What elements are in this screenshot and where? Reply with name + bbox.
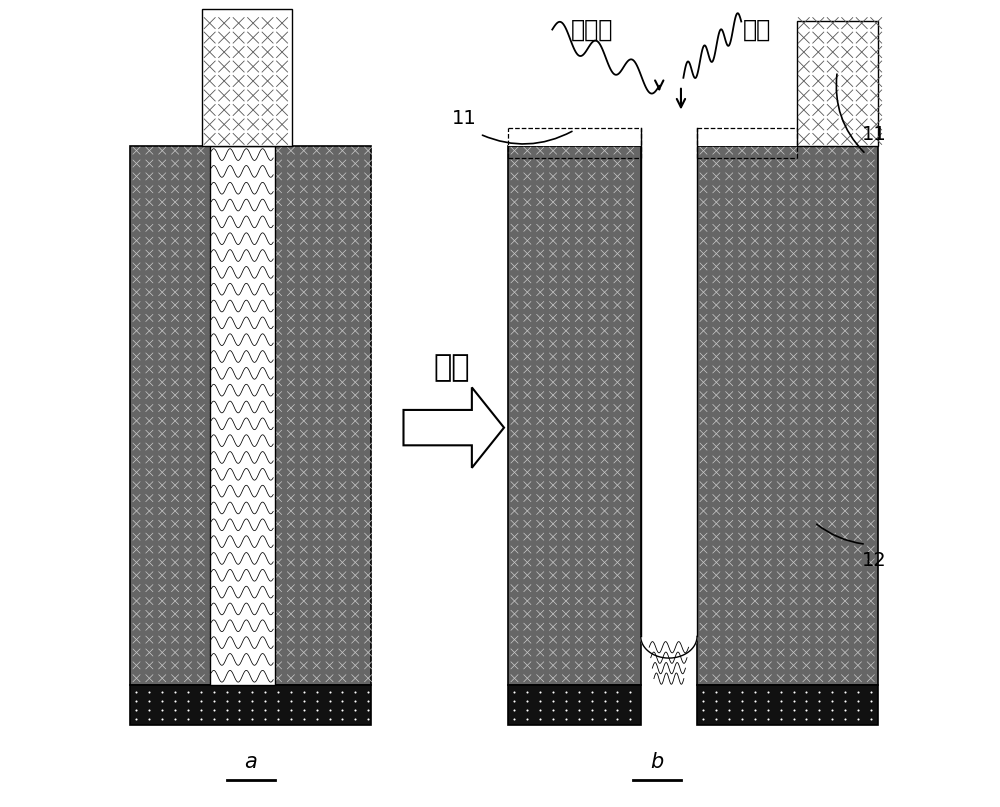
Polygon shape — [641, 637, 697, 658]
Bar — [697, 128, 797, 146]
Bar — [697, 684, 878, 725]
Polygon shape — [403, 387, 504, 468]
Text: 11: 11 — [862, 124, 886, 144]
Bar — [641, 128, 697, 637]
Text: 刻蚀剂: 刻蚀剂 — [571, 18, 614, 41]
Bar — [797, 22, 878, 146]
Bar — [202, 10, 292, 146]
Bar — [210, 146, 275, 684]
Text: 刻蚀: 刻蚀 — [433, 353, 470, 382]
Bar — [130, 146, 371, 684]
Bar — [508, 128, 641, 146]
Text: b: b — [650, 752, 663, 771]
Bar — [508, 146, 641, 684]
Text: 12: 12 — [862, 551, 886, 570]
Bar — [508, 684, 641, 725]
Text: a: a — [244, 752, 257, 771]
Bar — [697, 146, 878, 684]
Bar — [130, 684, 371, 725]
Text: 11: 11 — [451, 108, 476, 128]
Text: 溅射: 溅射 — [743, 18, 771, 41]
